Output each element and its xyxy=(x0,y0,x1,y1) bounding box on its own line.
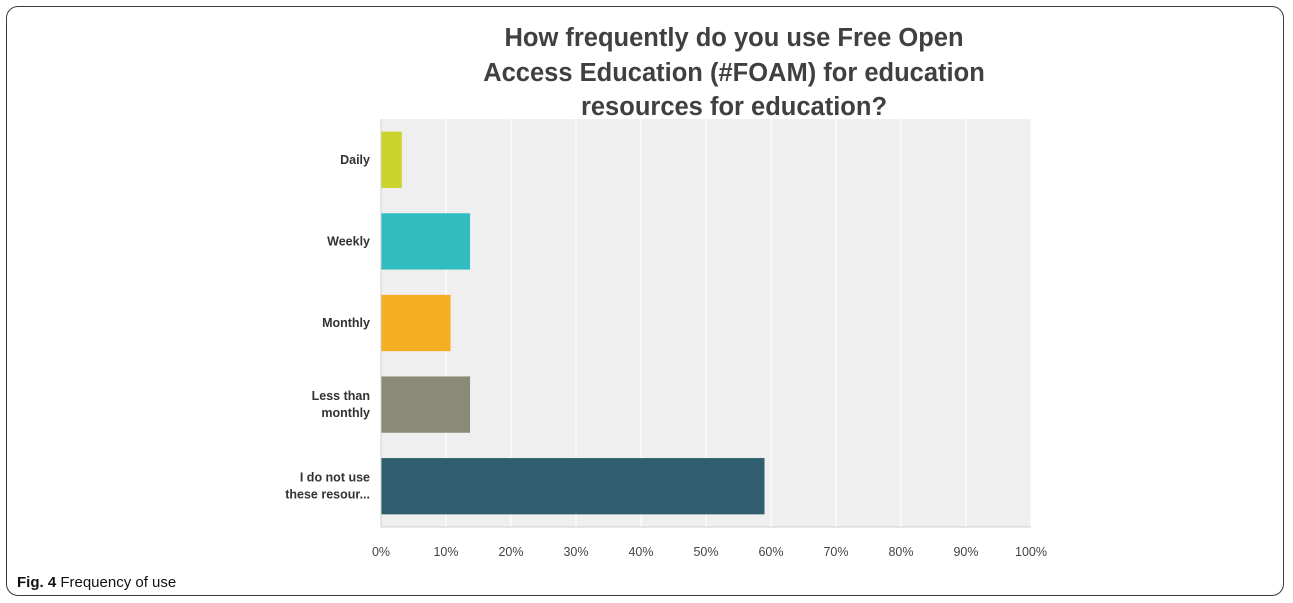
x-tick-label: 40% xyxy=(628,545,653,559)
category-label: these resour... xyxy=(285,488,370,502)
x-tick-labels: 0% 10% 20% 30% 40% 50% 60% 70% 80% 90% 100% xyxy=(372,545,1047,559)
x-tick-label: 60% xyxy=(758,545,783,559)
x-tick-label: 30% xyxy=(563,545,588,559)
category-labels: Daily Weekly Monthly Less than monthly I do n… xyxy=(285,153,370,502)
bars xyxy=(381,131,765,515)
x-tick-label: 20% xyxy=(498,545,523,559)
category-label: Weekly xyxy=(327,234,370,248)
bar xyxy=(381,376,471,433)
x-tick-label: 0% xyxy=(372,545,390,559)
category-label: Daily xyxy=(340,153,370,167)
category-label: Monthly xyxy=(322,316,370,330)
bar xyxy=(381,458,765,515)
x-tick-label: 90% xyxy=(953,545,978,559)
x-tick-label: 100% xyxy=(1015,545,1047,559)
chart-title-line: How frequently do you use Free Open xyxy=(504,24,963,52)
chart-title-line: Access Education (#FOAM) for education xyxy=(483,59,985,87)
x-tick-label: 50% xyxy=(693,545,718,559)
category-label: Less than xyxy=(312,389,370,403)
x-tick-label: 70% xyxy=(823,545,848,559)
bar xyxy=(381,131,402,188)
figure-caption: Fig. 4 Frequency of use xyxy=(17,574,176,591)
bar xyxy=(381,294,451,352)
chart-title: How frequently do you use Free Open Acces… xyxy=(483,24,985,121)
figure-caption-text: Frequency of use xyxy=(60,574,177,591)
chart-title-line: resources for education? xyxy=(581,93,887,121)
category-label: I do not use xyxy=(300,471,370,485)
x-tick-label: 80% xyxy=(888,545,913,559)
x-tick-label: 10% xyxy=(433,545,458,559)
category-label: monthly xyxy=(321,406,370,420)
bar xyxy=(381,213,471,270)
figure-label: Fig. 4 xyxy=(17,574,57,591)
